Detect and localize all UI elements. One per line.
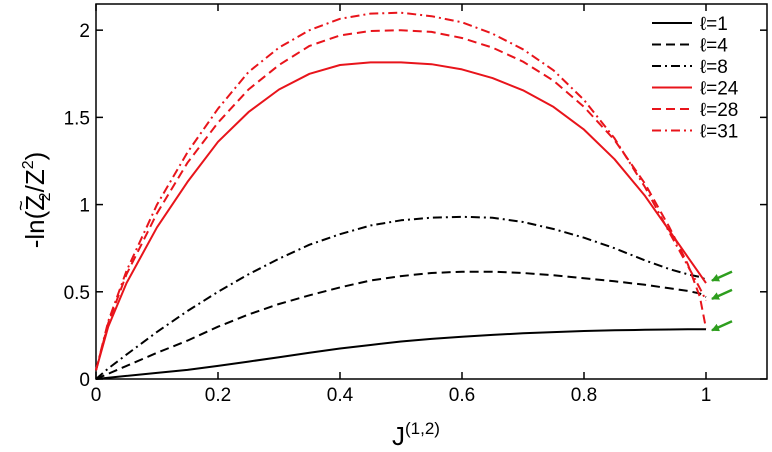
x-tick-label: 0.2 xyxy=(205,385,231,406)
series-line-1 xyxy=(95,270,707,380)
series-line-5 xyxy=(95,11,707,371)
series-line-3 xyxy=(95,61,707,371)
x-axis-title: J(1,2) xyxy=(392,419,440,451)
legend-label-0: ℓ=1 xyxy=(700,14,728,35)
plot-frame xyxy=(95,3,768,380)
x-tick-label: 0 xyxy=(91,385,102,406)
series-line-2 xyxy=(95,215,707,380)
y-axis-title-sub: 2 xyxy=(37,192,54,201)
y-axis-title-z: Z xyxy=(20,195,50,211)
y-tick-label: 0.5 xyxy=(64,283,90,304)
x-tick-label: 0.8 xyxy=(571,385,597,406)
y-axis-title-mid: /Z xyxy=(20,169,50,192)
series-line-0 xyxy=(95,328,706,380)
x-axis-title-superscript: (1,2) xyxy=(405,419,440,438)
arrow-annotation-2 xyxy=(711,320,733,332)
legend-label-3: ℓ=24 xyxy=(700,79,739,100)
y-axis-title-sup: 2 xyxy=(20,160,37,169)
axis-ticks: 0 0.2 0.4 0.6 0.8 1 0 0.5 1 1.5 2 xyxy=(64,4,767,406)
series-layer xyxy=(95,11,707,380)
y-axis-title-tilde: ~ xyxy=(11,200,31,211)
y-tick-label: 0 xyxy=(79,370,90,391)
arrow-annotation-0 xyxy=(711,270,733,282)
svg-text:-ln(Z~2/Z2): -ln(Z~2/Z2) xyxy=(11,152,54,249)
y-tick-label: 1 xyxy=(79,196,90,217)
series-line-4 xyxy=(95,29,707,371)
legend-label-5: ℓ=31 xyxy=(700,122,738,143)
x-tick-label: 1 xyxy=(701,385,712,406)
x-axis-title-main: J xyxy=(392,421,405,451)
x-tick-label: 0.6 xyxy=(449,385,475,406)
y-axis-title: -ln(Z~2/Z2) xyxy=(11,152,54,249)
legend-label-1: ℓ=4 xyxy=(700,36,728,57)
legend-label-4: ℓ=28 xyxy=(700,100,738,121)
annotation-layer xyxy=(711,270,733,332)
y-axis-title-prefix: -ln( xyxy=(20,210,50,248)
arrow-annotation-1 xyxy=(711,288,733,301)
y-axis-title-suffix: ) xyxy=(20,152,50,161)
y-tick-label: 2 xyxy=(79,21,90,42)
legend-label-2: ℓ=8 xyxy=(700,57,728,78)
y-tick-label: 1.5 xyxy=(64,108,90,129)
legend: ℓ=1ℓ=4ℓ=8ℓ=24ℓ=28ℓ=31 xyxy=(652,14,739,143)
x-tick-label: 0.4 xyxy=(327,385,354,406)
